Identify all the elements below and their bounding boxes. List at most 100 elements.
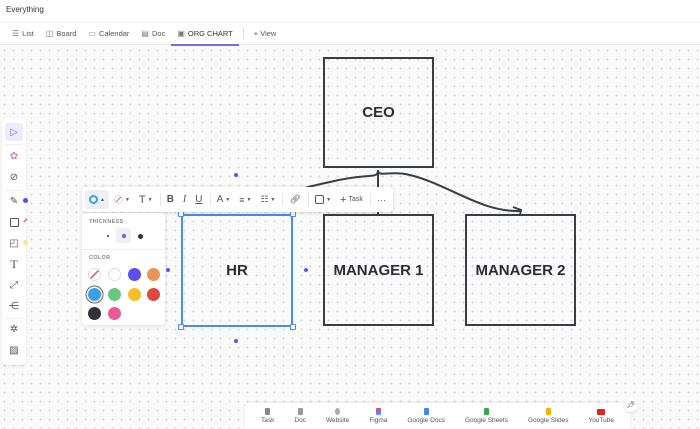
ai-tool[interactable]: ✿: [5, 147, 23, 165]
underline-icon: U: [195, 194, 203, 205]
font-color-button[interactable]: A ▼: [216, 194, 231, 205]
connector-tool[interactable]: ⤢: [5, 276, 23, 294]
embed-website[interactable]: Website: [326, 408, 349, 424]
ai-sparkle-icon: ✿: [9, 150, 19, 162]
tab-list[interactable]: ☰ List: [6, 23, 40, 45]
no-fill-icon: [113, 195, 123, 204]
link-button[interactable]: 🔗︎: [286, 190, 305, 209]
tab-label: ORG CHART: [187, 29, 233, 38]
format-toolbar: ▲ ▼ T ▼ B I U A ▼ ≡ ▼ ☷ ▼ 🔗︎ ▼ + Task ···: [82, 187, 393, 212]
node-hr[interactable]: HR: [181, 214, 293, 327]
pen-icon: ✎: [9, 195, 19, 207]
thickness-medium[interactable]: [116, 228, 131, 243]
color-swatch-orange[interactable]: [147, 268, 160, 281]
pen-tool[interactable]: ✎: [5, 192, 23, 210]
connection-point[interactable]: [166, 268, 170, 272]
shape-color-indicator: [23, 218, 28, 223]
thickness-thick[interactable]: [134, 230, 146, 242]
italic-button[interactable]: I: [179, 190, 190, 209]
embed-label: Doc: [294, 417, 306, 424]
link-icon: [335, 408, 341, 415]
embed-youtube[interactable]: YouTube: [588, 408, 614, 424]
connection-point[interactable]: [234, 173, 238, 177]
sticky-note-tool[interactable]: ◰: [5, 234, 23, 252]
image-tool[interactable]: ▨: [5, 341, 23, 359]
create-task-button[interactable]: + Task: [336, 190, 367, 209]
bullet-list-icon: ☷: [260, 194, 269, 204]
text-style-button[interactable]: T ▼: [138, 193, 153, 206]
node-manager-1[interactable]: MANAGER 1: [323, 214, 434, 326]
embed-task[interactable]: Task: [261, 408, 274, 424]
tab-calendar[interactable]: ▭ Calendar: [82, 23, 135, 45]
color-swatch-green[interactable]: [108, 288, 121, 301]
resize-handle[interactable]: [178, 324, 184, 330]
mindmap-tool[interactable]: ⋲: [5, 297, 23, 315]
plus-icon: +: [340, 193, 347, 206]
shape-button[interactable]: ▼: [311, 190, 335, 209]
left-toolbar: ▷ ✿ ⊘ ✎ ◰ T ⤢ ⋲ ✲ ▨: [2, 118, 26, 365]
color-swatch-red[interactable]: [147, 288, 160, 301]
rectangle-tool[interactable]: [5, 213, 23, 231]
divider: [5, 318, 23, 319]
tab-org-chart[interactable]: ▣ ORG CHART: [171, 23, 240, 46]
bold-button[interactable]: B: [163, 190, 178, 209]
node-manager-2[interactable]: MANAGER 2: [465, 214, 576, 326]
embed-google-slides[interactable]: Google Slides: [528, 408, 568, 424]
embed-doc[interactable]: Doc: [294, 408, 306, 424]
task-label: Task: [348, 196, 363, 203]
sticky-color-indicator: [23, 240, 28, 245]
select-tool[interactable]: ▷: [5, 123, 23, 141]
color-swatch-white[interactable]: [108, 268, 121, 281]
link-tool[interactable]: ⊘: [5, 168, 23, 186]
color-swatch-none[interactable]: [88, 268, 101, 281]
square-icon: [9, 217, 19, 227]
google-sheets-icon: [483, 408, 489, 415]
list-icon: ☰: [12, 29, 20, 38]
color-swatch-black[interactable]: [88, 307, 101, 320]
connection-point[interactable]: [304, 268, 308, 272]
border-style-button[interactable]: ▲: [85, 190, 109, 209]
list-button[interactable]: ☷ ▼: [260, 194, 276, 204]
color-swatch-blue-selected[interactable]: [88, 288, 101, 301]
bold-icon: B: [166, 194, 174, 205]
tab-doc[interactable]: ▤ Doc: [135, 23, 171, 45]
connection-point[interactable]: [234, 339, 238, 343]
image-icon: ▨: [9, 344, 19, 356]
pen-color-indicator: [23, 198, 28, 203]
embed-figma[interactable]: Figma: [369, 408, 387, 424]
embed-bar: Task Doc Website Figma Google Docs Googl…: [245, 403, 630, 429]
color-swatch-yellow[interactable]: [128, 288, 141, 301]
node-ceo[interactable]: CEO: [323, 57, 434, 168]
tab-label: Calendar: [98, 29, 130, 38]
embed-google-docs[interactable]: Google Docs: [407, 408, 445, 424]
tab-board[interactable]: ◫ Board: [40, 23, 83, 45]
italic-icon: I: [182, 194, 187, 205]
connector-icon: ⤢: [10, 279, 18, 291]
thickness-thin[interactable]: [102, 230, 114, 242]
text-tool[interactable]: T: [5, 255, 23, 273]
circle-icon: [89, 195, 98, 204]
color-swatch-purple[interactable]: [128, 268, 141, 281]
align-button[interactable]: ≡ ▼: [239, 194, 252, 205]
task-icon: [265, 408, 271, 415]
embed-google-sheets[interactable]: Google Sheets: [465, 408, 508, 424]
embed-label: Google Slides: [527, 417, 569, 424]
text-icon: T: [138, 193, 146, 206]
more-button[interactable]: ···: [373, 190, 390, 209]
embed-label: Google Sheets: [464, 417, 508, 424]
magic-tool[interactable]: ✲: [5, 320, 23, 338]
thickness-label: THICKNESS: [89, 219, 124, 225]
add-view-button[interactable]: + View: [248, 23, 283, 45]
underline-button[interactable]: U: [191, 190, 206, 209]
magic-icon: ✲: [9, 323, 19, 335]
google-docs-icon: [423, 408, 429, 415]
doc-icon: ▤: [141, 29, 149, 38]
youtube-icon: [597, 408, 606, 415]
font-color-icon: A: [216, 194, 224, 205]
color-swatch-pink[interactable]: [108, 307, 121, 320]
square-icon: [315, 195, 325, 204]
embed-label: YouTube: [588, 416, 614, 424]
fill-color-button[interactable]: ▼: [110, 190, 134, 209]
resize-handle[interactable]: [290, 324, 296, 330]
pin-button[interactable]: 📌︎: [624, 398, 638, 412]
